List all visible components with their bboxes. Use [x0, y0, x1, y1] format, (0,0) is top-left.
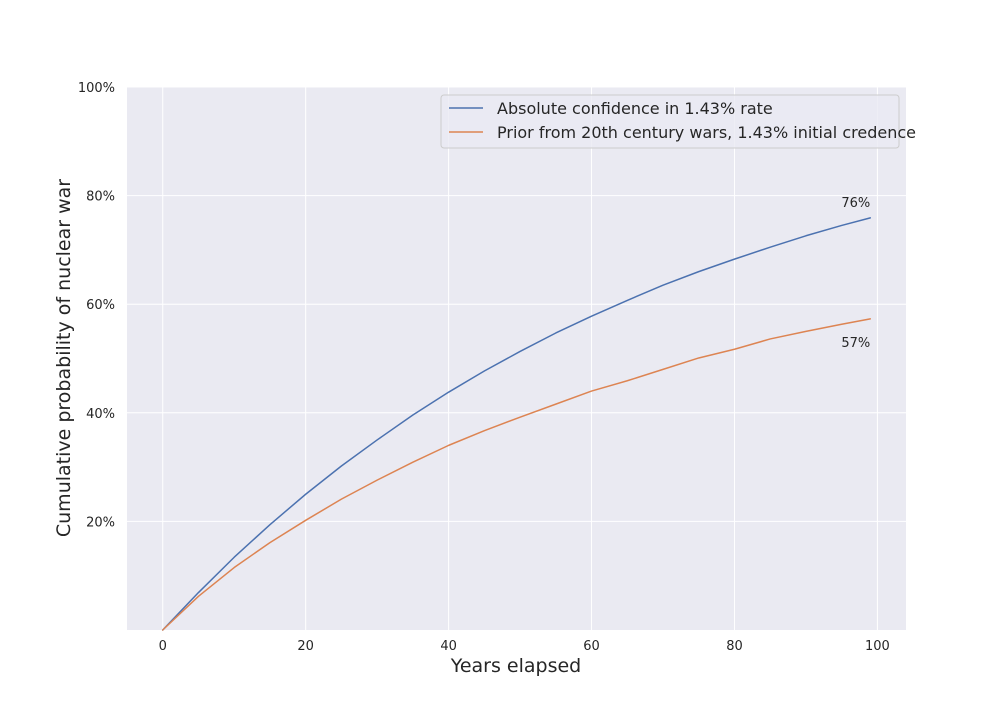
x-axis-label: Years elapsed	[450, 655, 582, 677]
grid-lines	[127, 86, 906, 630]
y-tick-label: 40%	[86, 407, 115, 422]
end-value-label-1: 76%	[841, 196, 870, 211]
x-tick-label: 20	[297, 639, 314, 654]
series-line-1	[161, 217, 872, 631]
y-tick-label: 80%	[86, 190, 115, 205]
y-axis-label: Cumulative probability of nuclear war	[53, 179, 75, 537]
legend-label-series-1: Absolute confidence in 1.43% rate	[497, 99, 773, 118]
end-value-label-2: 57%	[841, 336, 870, 351]
series-line-2	[161, 318, 872, 631]
axis-ticks: 0 20 40 60 80 100 20% 40% 60% 80% 100%	[78, 81, 890, 654]
x-tick-label: 60	[583, 639, 600, 654]
y-tick-label: 100%	[78, 81, 115, 96]
legend-label-series-2: Prior from 20th century wars, 1.43% init…	[497, 123, 916, 142]
end-value-labels: 76% 57%	[841, 196, 870, 351]
y-tick-label: 20%	[86, 515, 115, 530]
x-tick-label: 100	[865, 639, 890, 654]
legend-box	[440, 94, 900, 149]
y-tick-label: 60%	[86, 298, 115, 313]
x-tick-label: 0	[159, 639, 167, 654]
x-tick-label: 80	[726, 639, 743, 654]
series-lines	[161, 217, 872, 631]
plot-area	[127, 87, 906, 630]
legend: Absolute confidence in 1.43% rate Prior …	[440, 94, 916, 149]
x-tick-label: 40	[440, 639, 457, 654]
